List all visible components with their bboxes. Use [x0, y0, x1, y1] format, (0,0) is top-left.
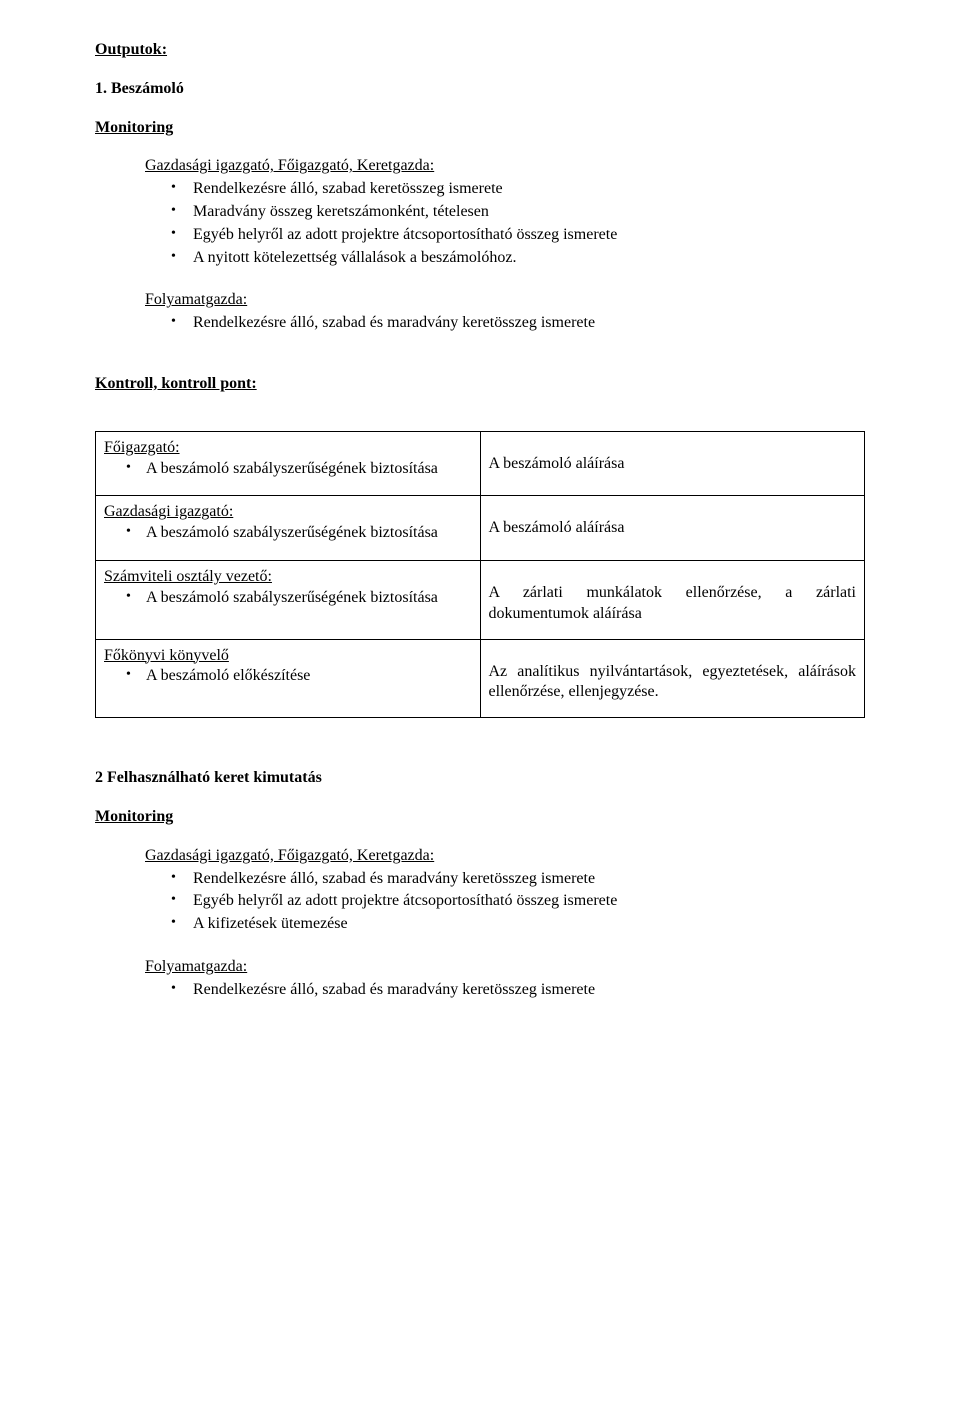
list-item: A beszámoló szabályszerűségének biztosít… [146, 523, 472, 544]
list-item: Rendelkezésre álló, szabad és maradvány … [193, 313, 865, 334]
list-item: A beszámoló szabályszerűségének biztosít… [146, 459, 472, 480]
row2-left-title: Gazdasági igazgató: [104, 502, 472, 523]
kontroll-table: Főigazgató: A beszámoló szabályszerűségé… [95, 431, 865, 718]
section2-group1-title: Gazdasági igazgató, Főigazgató, Keretgaz… [145, 846, 865, 867]
outputok-heading: Outputok: [95, 40, 865, 61]
table-cell-right: A beszámoló aláírása [480, 431, 865, 496]
list-item: Rendelkezésre álló, szabad és maradvány … [193, 869, 865, 890]
table-cell-right: Az analítikus nyilvántartások, egyezteté… [480, 639, 865, 718]
list-item: Maradvány összeg keretszámonként, tétele… [193, 202, 865, 223]
table-row: Főkönyvi könyvelő A beszámoló előkészíté… [96, 639, 865, 718]
table-cell-left: Főkönyvi könyvelő A beszámoló előkészíté… [96, 639, 481, 718]
section2-group2-title: Folyamatgazda: [145, 957, 865, 978]
list-item: A kifizetések ütemezése [193, 914, 865, 935]
row4-left-title: Főkönyvi könyvelő [104, 646, 472, 667]
section2-title: 2 Felhasználható keret kimutatás [95, 768, 865, 789]
row1-left-title: Főigazgató: [104, 438, 472, 459]
table-row: Főigazgató: A beszámoló szabályszerűségé… [96, 431, 865, 496]
table-cell-left: Gazdasági igazgató: A beszámoló szabálys… [96, 496, 481, 561]
list-item: Egyéb helyről az adott projektre átcsopo… [193, 891, 865, 912]
section2-monitoring-heading: Monitoring [95, 807, 865, 828]
section1-group1-title: Gazdasági igazgató, Főigazgató, Keretgaz… [145, 156, 865, 177]
row4-right-text: Az analítikus nyilvántartások, egyezteté… [489, 663, 857, 701]
list-item: Rendelkezésre álló, szabad keretösszeg i… [193, 179, 865, 200]
section1-monitoring-heading: Monitoring [95, 118, 865, 139]
table-cell-left: Számviteli osztály vezető: A beszámoló s… [96, 560, 481, 639]
list-item: Rendelkezésre álló, szabad és maradvány … [193, 980, 865, 1001]
list-item: Egyéb helyről az adott projektre átcsopo… [193, 225, 865, 246]
row3-left-title: Számviteli osztály vezető: [104, 567, 472, 588]
table-cell-left: Főigazgató: A beszámoló szabályszerűségé… [96, 431, 481, 496]
section1-group2-title: Folyamatgazda: [145, 290, 865, 311]
row3-right-text: A zárlati munkálatok ellenőrzése, a zárl… [489, 584, 857, 622]
section2-group2-list: Rendelkezésre álló, szabad és maradvány … [145, 980, 865, 1001]
row2-right-text: A beszámoló aláírása [489, 519, 625, 536]
list-item: A beszámoló szabályszerűségének biztosít… [146, 588, 472, 609]
section2-group2: Folyamatgazda: Rendelkezésre álló, szaba… [145, 957, 865, 1001]
row1-right-text: A beszámoló aláírása [489, 455, 625, 472]
section1-group2-list: Rendelkezésre álló, szabad és maradvány … [145, 313, 865, 334]
table-row: Gazdasági igazgató: A beszámoló szabálys… [96, 496, 865, 561]
kontroll-heading: Kontroll, kontroll pont: [95, 374, 865, 395]
section1-title: 1. Beszámoló [95, 79, 865, 100]
section1-group1-list: Rendelkezésre álló, szabad keretösszeg i… [145, 179, 865, 268]
table-cell-right: A zárlati munkálatok ellenőrzése, a zárl… [480, 560, 865, 639]
table-cell-right: A beszámoló aláírása [480, 496, 865, 561]
section2-group1: Gazdasági igazgató, Főigazgató, Keretgaz… [145, 846, 865, 935]
list-item: A nyitott kötelezettség vállalások a bes… [193, 248, 865, 269]
section2-group1-list: Rendelkezésre álló, szabad és maradvány … [145, 869, 865, 935]
table-row: Számviteli osztály vezető: A beszámoló s… [96, 560, 865, 639]
section1-group2: Folyamatgazda: Rendelkezésre álló, szaba… [145, 290, 865, 334]
section1-group1: Gazdasági igazgató, Főigazgató, Keretgaz… [145, 156, 865, 268]
list-item: A beszámoló előkészítése [146, 666, 472, 687]
